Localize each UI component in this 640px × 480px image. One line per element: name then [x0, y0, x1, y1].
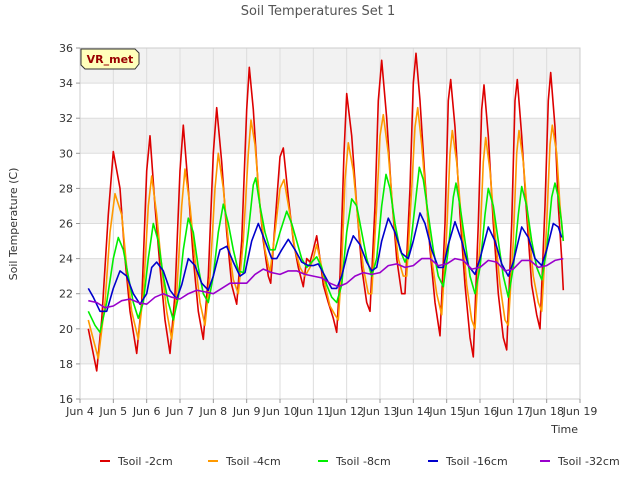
x-axis-ticks: Jun 4 Jun 5 Jun 6 Jun 7 Jun 8 Jun 9 Jun 10Jun …	[65, 399, 597, 418]
y-tick-label: 22	[59, 288, 73, 301]
station-label: VR_met	[87, 53, 134, 66]
series-line-3	[87, 166, 565, 334]
legend-item: Tsoil -8cm	[318, 455, 391, 468]
y-tick-label: 34	[59, 77, 73, 90]
plot-band	[80, 118, 580, 154]
plot-band	[80, 363, 580, 399]
x-tick-label: Jun 17	[495, 405, 531, 418]
y-axis-ticks: 16 18 20 22 24 26 28 30 32 34 36	[59, 42, 80, 406]
x-tick-label: Jun 10	[262, 405, 298, 418]
legend-item: Tsoil -16cm	[428, 455, 508, 468]
chart-title: Soil Temperatures Set 1	[241, 4, 396, 19]
y-tick-label: 30	[59, 147, 73, 160]
x-tick-label: Jun 16	[462, 405, 498, 418]
legend-item: Tsoil -2cm	[100, 455, 173, 468]
y-tick-label: 28	[59, 182, 73, 195]
x-tick-label: Jun 12	[328, 405, 364, 418]
legend-item: Tsoil -32cm	[540, 455, 620, 468]
series-line-5	[88, 257, 564, 309]
plot-band	[80, 153, 580, 189]
legend-label: Tsoil -32cm	[557, 455, 620, 468]
x-tick-label: Jun 4	[65, 405, 94, 418]
y-tick-label: 18	[59, 358, 73, 371]
y-tick-label: 36	[59, 42, 73, 55]
y-tick-label: 20	[59, 323, 73, 336]
plot-band	[80, 83, 580, 119]
x-tick-label: Jun 13	[362, 405, 398, 418]
legend-label: Tsoil -8cm	[335, 455, 391, 468]
x-tick-label: Jun 8	[198, 405, 227, 418]
y-tick-label: 26	[59, 218, 73, 231]
x-tick-label: Jun 11	[295, 405, 331, 418]
x-tick-label: Jun 6	[132, 405, 161, 418]
x-tick-label: Jun 19	[562, 405, 598, 418]
y-tick-label: 32	[59, 112, 73, 125]
series-lines	[87, 52, 565, 372]
x-tick-label: Jun 18	[528, 405, 564, 418]
x-tick-label: Jun 7	[165, 405, 194, 418]
x-tick-label: Jun 9	[232, 405, 261, 418]
y-tick-label: 24	[59, 253, 73, 266]
legend: Tsoil -2cm Tsoil -4cm Tsoil -8cm Tsoil -16c…	[100, 455, 620, 468]
x-tick-label: Jun 14	[395, 405, 431, 418]
plot-band	[80, 188, 580, 224]
y-axis-label: Soil Temperature (C)	[7, 168, 20, 281]
station-badge: VR_met	[80, 48, 140, 70]
plot-band	[80, 293, 580, 329]
legend-label: Tsoil -4cm	[225, 455, 281, 468]
legend-item: Tsoil -4cm	[208, 455, 281, 468]
y-tick-label: 16	[59, 393, 73, 406]
legend-label: Tsoil -2cm	[117, 455, 173, 468]
legend-label: Tsoil -16cm	[445, 455, 508, 468]
plot-band	[80, 48, 580, 84]
x-tick-label: Jun 15	[428, 405, 464, 418]
series-line-1	[87, 52, 565, 372]
x-tick-label: Jun 5	[98, 405, 127, 418]
plot-band	[80, 328, 580, 364]
x-axis-label: Time	[550, 423, 578, 436]
